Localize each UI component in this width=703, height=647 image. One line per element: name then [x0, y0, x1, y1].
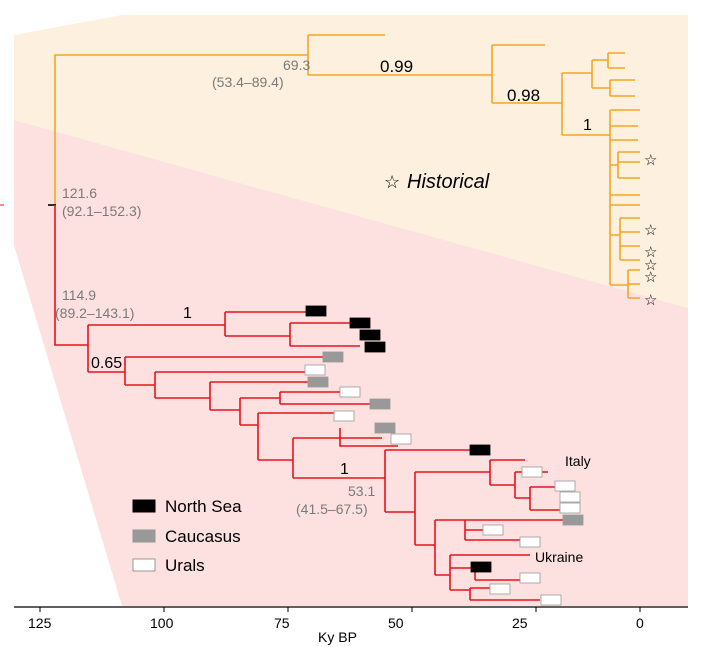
tip-urals	[519, 536, 541, 548]
tip-caucasus	[562, 514, 584, 526]
x-tick-label: 100	[150, 615, 174, 631]
historical-label: Historical	[407, 171, 490, 193]
legend-swatch-north-sea	[132, 499, 156, 513]
x-axis: 125 100 75 50 25 0 Ky BP	[14, 606, 688, 645]
node-age-69: 69.3	[283, 57, 310, 73]
legend: North Sea Caucasus Urals	[132, 497, 242, 575]
node-age-114: 114.9	[62, 287, 96, 303]
x-tick-label: 25	[512, 615, 528, 631]
modern-branches	[54, 205, 570, 601]
tip-urals	[554, 480, 576, 492]
node-ci-69: (53.4–89.4)	[212, 74, 284, 90]
tip-urals	[304, 364, 326, 376]
star-icon: ☆	[644, 222, 657, 239]
support-value: 1	[183, 305, 192, 322]
x-tick-label: 50	[388, 615, 404, 631]
node-ci-121: (92.1–152.3)	[62, 203, 141, 219]
tip-north-sea	[470, 561, 492, 573]
tip-caucasus	[369, 398, 391, 410]
star-icon: ☆	[644, 244, 657, 261]
legend-label: Urals	[165, 556, 205, 575]
tip-label-ukraine: Ukraine	[535, 549, 583, 565]
support-value: 0.65	[91, 355, 122, 372]
star-icon: ☆	[644, 292, 657, 309]
legend-label: North Sea	[165, 497, 242, 516]
legend-label: Caucasus	[165, 527, 241, 546]
node-ci-114: (89.2–143.1)	[55, 305, 134, 321]
tip-markers	[304, 305, 584, 606]
support-value: 1	[583, 117, 592, 134]
star-icon: ☆	[384, 172, 400, 192]
support-value: 0.98	[507, 86, 540, 105]
star-icon: ☆	[644, 152, 657, 169]
node-age-121: 121.6	[62, 185, 97, 201]
tip-urals	[482, 524, 504, 536]
tip-caucasus	[322, 351, 344, 363]
tip-urals	[559, 502, 581, 514]
tip-urals	[339, 386, 361, 398]
tip-north-sea	[364, 341, 386, 353]
tip-urals	[559, 491, 581, 503]
x-axis-title: Ky BP	[318, 629, 357, 645]
tip-urals	[519, 572, 541, 584]
x-tick-label: 75	[274, 615, 290, 631]
tip-urals	[540, 594, 562, 606]
historical-branches	[54, 34, 640, 299]
star-icon: ☆	[644, 269, 657, 286]
x-tick-label: 125	[28, 615, 52, 631]
modern-background	[14, 120, 688, 606]
legend-swatch-urals	[132, 558, 156, 572]
tip-urals	[521, 466, 543, 478]
tip-caucasus	[307, 376, 329, 388]
tip-caucasus	[374, 422, 396, 434]
star-icon: ☆	[644, 257, 657, 274]
historical-stars: ☆ ☆ ☆ ☆ ☆ ☆	[644, 152, 657, 309]
tip-label-italy: Italy	[565, 453, 591, 469]
tip-urals	[333, 410, 355, 422]
tip-north-sea	[349, 317, 371, 329]
support-value: 1	[340, 461, 349, 478]
tip-north-sea	[469, 444, 491, 456]
historical-background	[14, 15, 688, 308]
x-tick-label: 0	[636, 615, 644, 631]
tip-urals	[390, 433, 412, 445]
tip-north-sea	[359, 329, 381, 341]
support-value: 0.99	[380, 57, 413, 76]
node-age-53: 53.1	[348, 483, 375, 499]
tip-urals	[489, 583, 511, 595]
tip-north-sea	[305, 305, 327, 317]
legend-swatch-caucasus	[132, 529, 156, 543]
node-ci-53: (41.5–67.5)	[296, 501, 368, 517]
